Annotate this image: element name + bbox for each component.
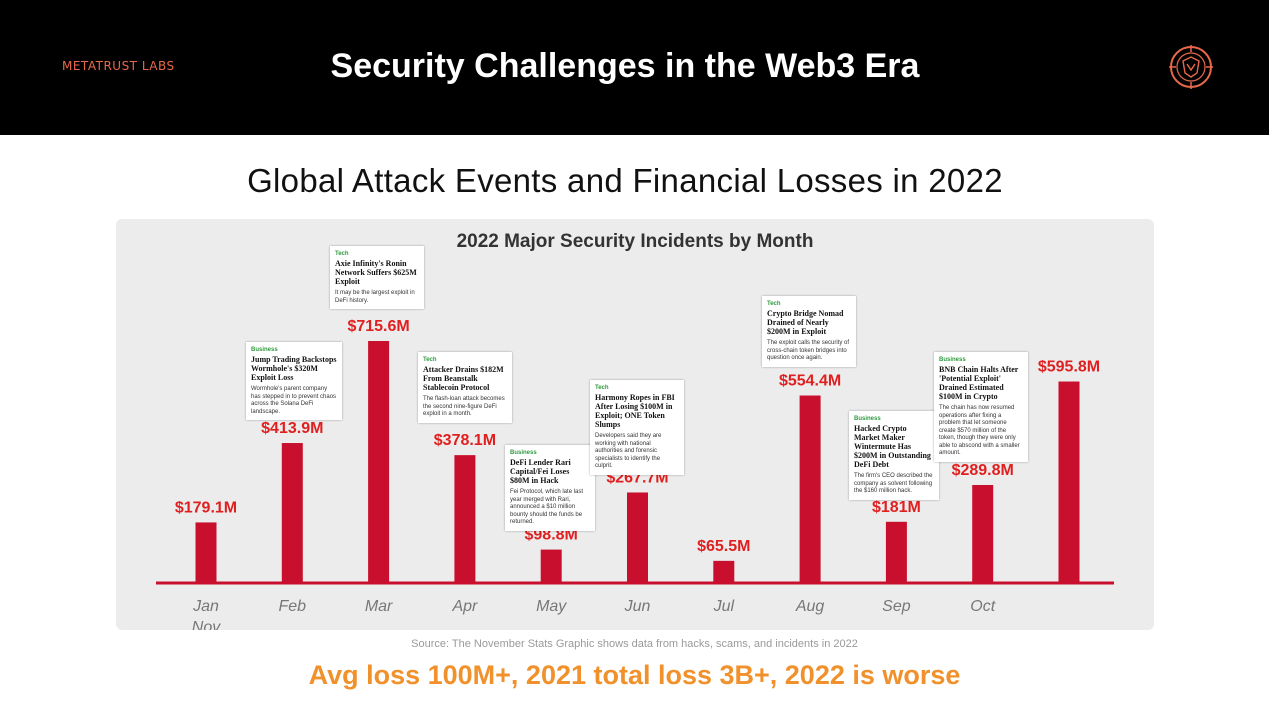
chart-title: 2022 Major Security Incidents by Month xyxy=(456,231,814,252)
news-card-headline: DeFi Lender Rari Capital/Fei Loses $80M … xyxy=(510,458,571,485)
section-title: Global Attack Events and Financial Losse… xyxy=(247,162,1003,199)
news-card-headline: BNB Chain Halts After 'Potential Exploit… xyxy=(939,365,1019,401)
news-card-blurb: Fei Protocol, which late last year merge… xyxy=(510,489,584,525)
value-label-mar: $715.6M xyxy=(347,318,409,335)
shield-emblem-icon xyxy=(1169,45,1213,89)
tick-label-jan: Jan xyxy=(192,598,219,615)
value-label-feb: $413.9M xyxy=(261,420,323,437)
value-label-sep: $181M xyxy=(872,499,921,516)
tick-label-jul: Jul xyxy=(713,598,735,615)
bar-apr xyxy=(454,455,476,583)
value-label-apr: $378.1M xyxy=(434,432,496,449)
news-card-blurb: Wormhole's parent company has stepped in… xyxy=(251,386,337,415)
news-card-headline: Hacked Crypto Market Maker Wintermute Ha… xyxy=(854,424,931,469)
bar-nov xyxy=(1058,381,1080,583)
tick-label-jun: Jun xyxy=(624,598,651,615)
bar-jul xyxy=(713,560,735,583)
news-card-headline: Attacker Drains $182M From Beanstalk Sta… xyxy=(423,365,504,392)
news-card-jun: Tech Harmony Ropes in FBI After Losing $1… xyxy=(590,380,684,475)
news-card-apr: Tech Attacker Drains $182M From Beanstalk… xyxy=(418,352,512,423)
source-note: Source: The November Stats Graphic shows… xyxy=(411,638,858,650)
tick-label-aug: Aug xyxy=(795,598,825,615)
news-card-oct: Business BNB Chain Halts After 'Potential… xyxy=(934,352,1028,462)
bar-jan xyxy=(195,522,217,583)
bar-mar xyxy=(368,341,390,583)
footer-summary: Avg loss 100M+, 2021 total loss 3B+, 202… xyxy=(308,660,961,690)
news-card-blurb: The exploit calls the security of cross-… xyxy=(767,340,850,361)
slide-title: Security Challenges in the Web3 Era xyxy=(330,47,920,85)
bar-aug xyxy=(799,395,821,583)
news-card-feb: Business Jump Trading Backstops Wormhole'… xyxy=(246,342,342,420)
news-card-tag: Tech xyxy=(335,251,349,257)
tick-label-oct: Oct xyxy=(970,598,995,615)
news-card-blurb: The chain has now resumed operations aft… xyxy=(939,405,1020,456)
news-card-may: Business DeFi Lender Rari Capital/Fei Los… xyxy=(505,445,595,531)
bar-may xyxy=(540,549,562,583)
header-bar: METATRUST LABS Security Challenges in th… xyxy=(0,0,1269,135)
value-label-oct: $289.8M xyxy=(952,462,1014,479)
chart-panel: 2022 Major Security Incidents by Month $… xyxy=(116,219,1154,630)
news-card-headline: Jump Trading Backstops Wormhole's $320M … xyxy=(251,355,337,382)
news-card-tag: Business xyxy=(251,347,278,353)
value-label-may: $98.8M xyxy=(525,527,578,544)
news-card-tag: Tech xyxy=(595,385,609,391)
tick-label-mar: Mar xyxy=(365,598,393,615)
tick-label-feb: Feb xyxy=(279,598,307,615)
bar-oct xyxy=(972,484,994,583)
news-card-headline: Crypto Bridge Nomad Drained of Nearly $2… xyxy=(767,309,844,336)
news-card-blurb: It may be the largest exploit in DeFi hi… xyxy=(335,290,415,304)
tick-label-may: May xyxy=(536,598,567,615)
tick-label-apr: Apr xyxy=(451,598,478,615)
news-card-headline: Harmony Ropes in FBI After Losing $100M … xyxy=(595,393,675,429)
news-card-blurb: Developers said they are working with na… xyxy=(595,433,662,469)
tick-label-sep: Sep xyxy=(882,598,911,615)
news-card-tag: Business xyxy=(510,450,537,456)
news-card-tag: Tech xyxy=(767,301,781,307)
news-card-tag: Business xyxy=(939,357,966,363)
value-label-nov: $595.8M xyxy=(1038,359,1100,376)
news-card-tag: Tech xyxy=(423,357,437,363)
value-label-aug: $554.4M xyxy=(779,373,841,390)
value-label-jul: $65.5M xyxy=(697,538,750,555)
news-card-aug: Tech Crypto Bridge Nomad Drained of Nearl… xyxy=(762,296,856,367)
bar-sep xyxy=(885,521,907,583)
value-label-jan: $179.1M xyxy=(175,499,237,516)
news-card-mar: Tech Axie Infinity's Ronin Network Suffer… xyxy=(330,246,424,309)
bar-jun xyxy=(627,492,648,583)
news-card-headline: Axie Infinity's Ronin Network Suffers $6… xyxy=(335,259,417,286)
tick-label-nov: Nov xyxy=(192,619,221,630)
news-card-blurb: The firm's CEO described the company as … xyxy=(854,473,933,494)
bar-chart: $179.1M$413.9M$715.6M$378.1M$98.8M$267.7… xyxy=(156,318,1114,630)
bar-feb xyxy=(281,443,303,583)
brand-name: METATRUST LABS xyxy=(62,59,175,73)
news-card-tag: Business xyxy=(854,416,881,422)
news-card-blurb: The flash-loan attack becomes the second… xyxy=(423,396,505,417)
news-card-sep: Business Hacked Crypto Market Maker Winte… xyxy=(849,411,939,500)
